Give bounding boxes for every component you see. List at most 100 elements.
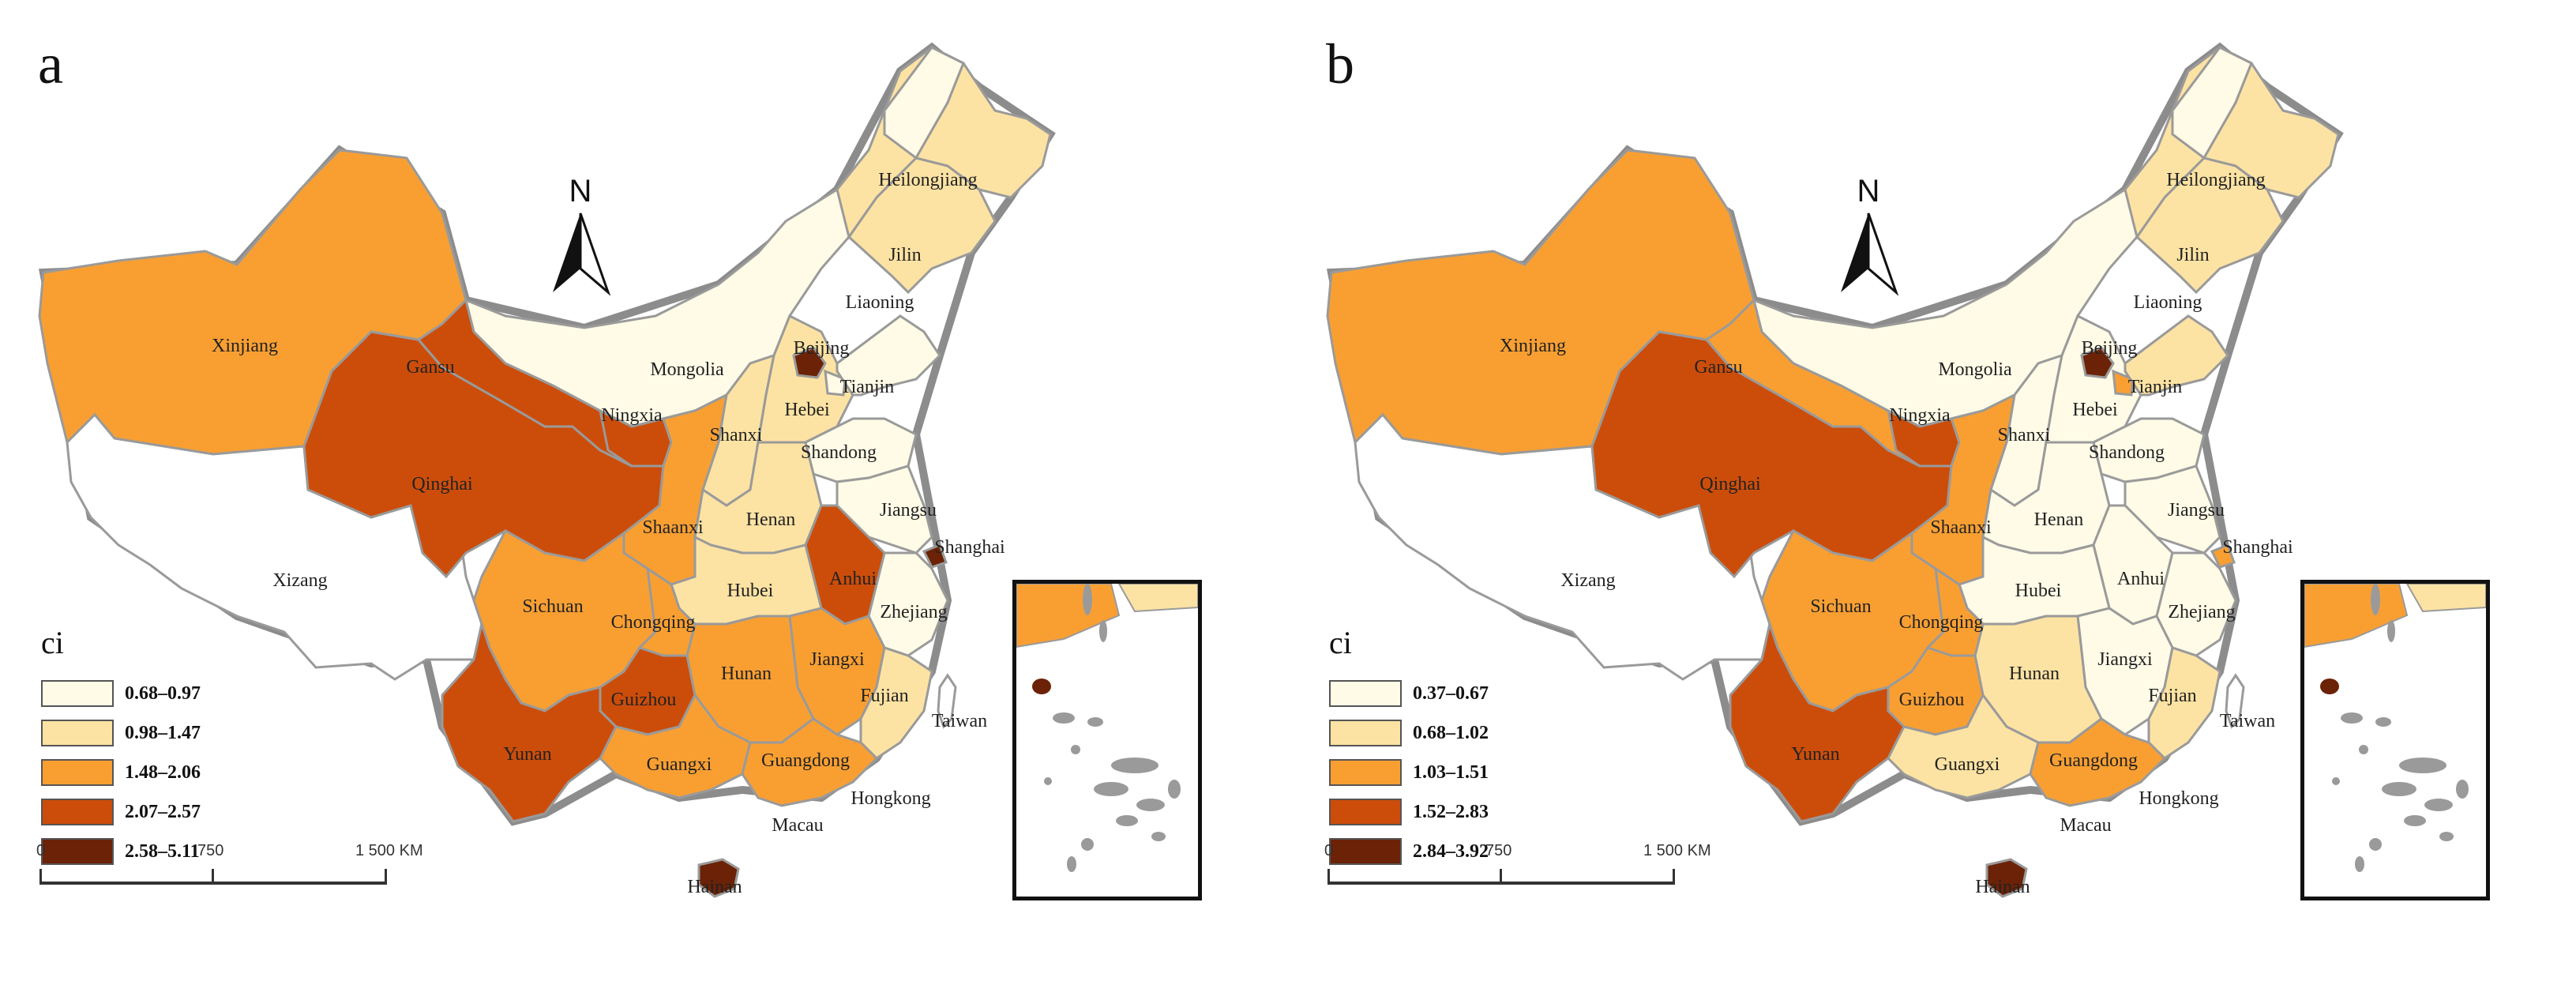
legend-label: 1.52–2.83 (1413, 801, 1489, 822)
scale-tick (1673, 869, 1675, 885)
province-shandong (804, 417, 918, 483)
province-label: Xizang (272, 570, 327, 591)
province-label: Shaanxi (642, 517, 704, 538)
province-label: Taiwan (932, 711, 987, 731)
province-label: Sichuan (1810, 596, 1871, 617)
province-label: Hongkong (2139, 788, 2218, 809)
province-label: Hebei (2072, 400, 2118, 420)
province-label: Beijing (794, 338, 850, 359)
province-label: Gansu (1694, 357, 1742, 378)
province-label: Hubei (727, 581, 774, 601)
province-shanghai (2210, 543, 2236, 569)
province-label: Guizhou (611, 690, 677, 710)
province-beijing (792, 346, 827, 379)
province-label: Jilin (888, 245, 921, 265)
legend: ci 0.68–0.97 0.98–1.47 1.48–2.06 2.07–2.… (41, 624, 201, 871)
province-label: Yunan (503, 744, 551, 765)
legend-label: 0.68–0.97 (125, 682, 201, 704)
province-label: Guizhou (1899, 690, 1965, 710)
province-label: Qinghai (411, 474, 473, 494)
scale-label-end: 1 500 KM (1643, 842, 1711, 859)
legend-label: 2.84–3.92 (1413, 840, 1489, 862)
province-label: Anhui (2117, 569, 2165, 589)
legend-swatch (41, 720, 114, 746)
province-label: Tianjin (2128, 377, 2182, 397)
province-label: Jiangsu (880, 500, 937, 521)
province-label: Henan (746, 509, 796, 530)
province-label: Macau (2060, 815, 2111, 836)
legend-label: 2.07–2.57 (125, 801, 201, 822)
province-label: Chongqing (1899, 612, 1984, 633)
map-panel-b: b Xinjiang Xizang Qinghai Gansu Mongolia Ning… (1288, 0, 2576, 1000)
province-beijing (2080, 346, 2115, 379)
province-label: Hunan (2009, 664, 2060, 684)
south-china-sea-inset (1012, 580, 1202, 900)
province-label: Hainan (687, 877, 742, 897)
scale-label-mid: 750 (1485, 842, 1512, 859)
legend-title: ci (1329, 625, 1352, 660)
province-hainan (1985, 858, 2028, 898)
china-map: Xinjiang Xizang Qinghai Gansu Mongolia Ningxi… (1326, 42, 2344, 898)
province-guangdong (741, 717, 879, 807)
province-label: Shandong (2089, 442, 2165, 463)
panel-letter: b (1326, 32, 1354, 96)
province-label: Hebei (784, 400, 830, 420)
legend-swatch (1329, 799, 1402, 825)
legend-item: 1.52–2.83 (1329, 792, 1489, 832)
province-label: Henan (2034, 509, 2084, 530)
province-label: Jiangsu (2168, 500, 2225, 521)
province-label: Jilin (2176, 245, 2209, 265)
province-shandong (2092, 417, 2206, 483)
scale-tick (212, 869, 214, 885)
province-label: Ningxia (1889, 405, 1951, 426)
province-heilongjiang (2124, 46, 2340, 240)
legend-swatch (1329, 720, 1402, 746)
province-label: Tianjin (840, 377, 894, 397)
province-label: Liaoning (2134, 292, 2202, 313)
scale-label-zero: 0 (36, 842, 46, 859)
province-label: Xizang (1560, 570, 1615, 591)
province-taiwan (2225, 673, 2245, 729)
province-label: Hubei (2015, 581, 2062, 601)
province-label: Guangdong (2049, 750, 2138, 771)
province-label: Zhejiang (880, 602, 947, 622)
province-label: Ningxia (601, 405, 663, 426)
inset-map (2304, 584, 2486, 872)
province-label: Fujian (2148, 686, 2196, 706)
north-arrow: N (1833, 174, 1904, 300)
legend-item: 1.48–2.06 (41, 753, 201, 792)
inset-map (1016, 584, 1198, 872)
province-label: Guangxi (1935, 754, 2000, 775)
legend-swatch (41, 759, 114, 786)
province-label: Beijing (2082, 338, 2138, 359)
legend-label: 0.98–1.47 (125, 722, 201, 743)
province-label: Yunan (1791, 744, 1839, 765)
legend-item: 2.58–5.11 (41, 832, 201, 871)
north-arrow-icon (553, 212, 611, 296)
province-label: Guangxi (647, 754, 712, 775)
province-label: Shaanxi (1930, 517, 1992, 538)
province-label: Liaoning (846, 292, 914, 313)
legend-item: 0.37–0.67 (1329, 674, 1489, 713)
province-label: Hunan (721, 664, 772, 684)
province-label: Anhui (829, 569, 877, 589)
legend-label: 1.48–2.06 (125, 761, 201, 783)
province-label: Chongqing (611, 612, 696, 633)
scale-tick (1327, 869, 1330, 885)
province-label: Heilongjiang (878, 170, 977, 190)
legend-item: 1.03–1.51 (1329, 753, 1489, 792)
legend: ci 0.37–0.67 0.68–1.02 1.03–1.51 1.52–2.… (1329, 624, 1489, 871)
province-hainan (697, 858, 740, 898)
legend-swatch (1329, 838, 1402, 865)
panel-letter: a (38, 32, 63, 96)
province-label: Jiangxi (2097, 649, 2153, 670)
legend-swatch (41, 680, 114, 707)
province-taiwan (937, 673, 957, 729)
legend-label: 0.68–1.02 (1413, 722, 1489, 743)
province-label: Taiwan (2220, 711, 2275, 731)
scale-tick (385, 869, 387, 885)
legend-label: 0.37–0.67 (1413, 682, 1489, 704)
scale-label-zero: 0 (1324, 842, 1334, 859)
province-label: Shanxi (710, 425, 763, 445)
scale-label-end: 1 500 KM (355, 842, 423, 859)
